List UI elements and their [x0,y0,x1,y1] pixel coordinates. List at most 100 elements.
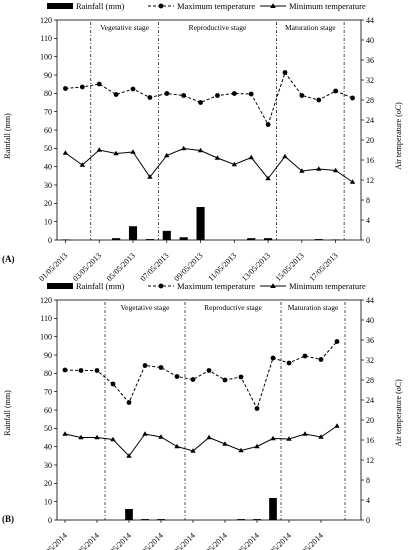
rainfall-bar [125,509,133,520]
min-temperature-point [332,167,339,173]
x-tick-label: 11/05/2014 [197,531,229,550]
rainfall-bar [141,519,149,520]
rainfall-bar [162,230,171,240]
panel-a: Rainfall (mm) Maximum temperature Minimu… [2,1,403,283]
min-temperature-point [62,150,69,155]
max-temperature-point [190,377,196,382]
right-tick-label: 32 [366,356,374,365]
right-tick-label: 12 [366,456,374,465]
max-temperature-point [318,357,324,362]
x-tick-label: 11/05/2013 [206,251,238,283]
min-temperature-point [231,161,238,167]
x-tick-label: 05/05/2014 [101,531,133,550]
min-temperature-point [316,166,322,171]
max-temperature-point [270,355,276,361]
right-tick-label: 24 [366,116,374,125]
right-axis-title: Air temperature (oC) [394,102,403,170]
left-axis-title: Rainfall (mm) [3,113,12,159]
max-temperature-point [238,374,244,380]
max-temperature-point [231,91,237,96]
max-temperature-point [302,353,308,359]
right-tick-label: 28 [366,96,374,105]
min-temperature-point [110,436,116,442]
legend-max-label: Maximum temperature [177,281,255,291]
x-tick-label: 17/05/2014 [293,531,325,550]
max-temperature-point [130,86,136,92]
right-tick-label: 20 [366,136,374,145]
min-temperature-point [238,447,244,453]
max-temperature-point [113,92,119,97]
right-tick-label: 20 [366,416,374,425]
left-tick-label: 50 [44,424,52,433]
x-tick-label: 13/05/2013 [240,251,272,283]
min-temperature-point [197,147,204,153]
max-temperature-point [96,81,102,87]
max-temperature-point [94,368,100,373]
legend-min-label: Minimum temperature [289,1,366,11]
min-temperature-point [206,434,212,440]
max-temperature-point [350,95,355,101]
stage-label: Reproductive stage [189,23,247,32]
left-tick-label: 90 [44,71,52,80]
min-temperature-point [79,162,86,167]
min-temperature-point [94,434,100,440]
left-tick-label: 110 [40,314,52,323]
right-tick-label: 44 [366,16,374,25]
left-tick-label: 40 [44,442,52,451]
max-temperature-point [142,363,148,368]
stage-label: Vegetative stage [100,23,150,32]
max-temperature-point [265,122,271,127]
max-temperature-point [316,97,322,103]
left-tick-label: 100 [40,52,52,61]
left-tick-label: 0 [48,236,52,245]
max-temperature-point [110,381,116,387]
right-tick-label: 40 [366,316,374,325]
right-tick-label: 16 [366,156,374,165]
legend-rainfall-label: Rainfall (mm) [76,1,125,11]
legend-min-marker [270,3,276,8]
min-temperature-point [299,168,305,173]
right-tick-label: 32 [366,76,374,85]
max-temperature-point [222,377,228,383]
min-temperature-point [126,453,132,458]
left-tick-label: 30 [44,461,52,470]
min-temperature-point [190,448,196,453]
max-temperature-point [248,91,254,97]
legend-max-marker [158,283,164,289]
right-tick-label: 24 [366,396,374,405]
rainfall-bar [314,239,323,240]
right-axis-title: Air temperature (oC) [394,379,403,447]
left-tick-label: 60 [44,406,52,415]
right-tick-label: 8 [366,476,370,485]
max-temperature-point [333,88,339,94]
left-tick-label: 20 [44,199,52,208]
rainfall-bar [264,238,273,240]
min-temperature-point [270,435,276,441]
x-tick-label: 07/05/2013 [139,251,171,283]
left-tick-label: 30 [44,181,52,190]
legend-max-label: Maximum temperature [177,1,255,11]
left-tick-label: 70 [44,387,52,396]
rainfall-bar [253,519,261,520]
min-temperature-point [248,154,254,160]
x-tick-label: 03/05/2013 [71,251,103,283]
legend-min-marker [270,283,276,288]
max-temperature-point [174,374,180,379]
min-temperature-line [65,147,353,183]
max-temperature-point [206,368,212,373]
panel-label: (B) [2,514,14,524]
right-tick-label: 36 [366,56,374,65]
right-tick-label: 28 [366,376,374,385]
x-tick-label: 09/05/2014 [165,531,197,550]
x-tick-label: 15/05/2014 [261,531,293,550]
right-tick-label: 0 [366,516,370,525]
right-tick-label: 40 [366,36,374,45]
min-temperature-point [147,174,153,179]
plot-frame [56,299,362,521]
right-tick-label: 4 [366,216,370,225]
legend: Rainfall (mm) Maximum temperature Minimu… [47,281,366,291]
x-tick-label: 03/05/2014 [69,531,101,550]
min-temperature-point [349,179,356,184]
rainfall-bar [179,237,188,240]
